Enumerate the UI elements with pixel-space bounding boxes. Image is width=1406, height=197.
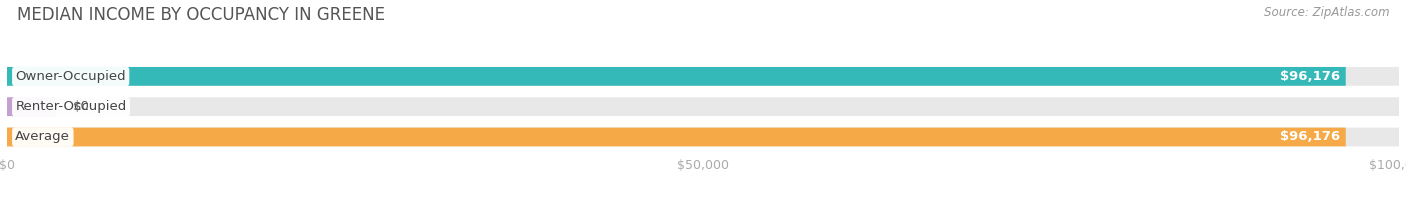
Text: $96,176: $96,176 (1279, 130, 1340, 143)
FancyBboxPatch shape (7, 128, 1346, 146)
Text: Average: Average (15, 130, 70, 143)
Text: Owner-Occupied: Owner-Occupied (15, 70, 127, 83)
FancyBboxPatch shape (7, 97, 56, 116)
Text: MEDIAN INCOME BY OCCUPANCY IN GREENE: MEDIAN INCOME BY OCCUPANCY IN GREENE (17, 6, 385, 24)
Text: Source: ZipAtlas.com: Source: ZipAtlas.com (1264, 6, 1389, 19)
FancyBboxPatch shape (7, 97, 1399, 116)
Text: $0: $0 (73, 100, 90, 113)
FancyBboxPatch shape (7, 128, 1399, 146)
Text: Renter-Occupied: Renter-Occupied (15, 100, 127, 113)
Text: $96,176: $96,176 (1279, 70, 1340, 83)
FancyBboxPatch shape (7, 67, 1399, 86)
FancyBboxPatch shape (7, 67, 1346, 86)
